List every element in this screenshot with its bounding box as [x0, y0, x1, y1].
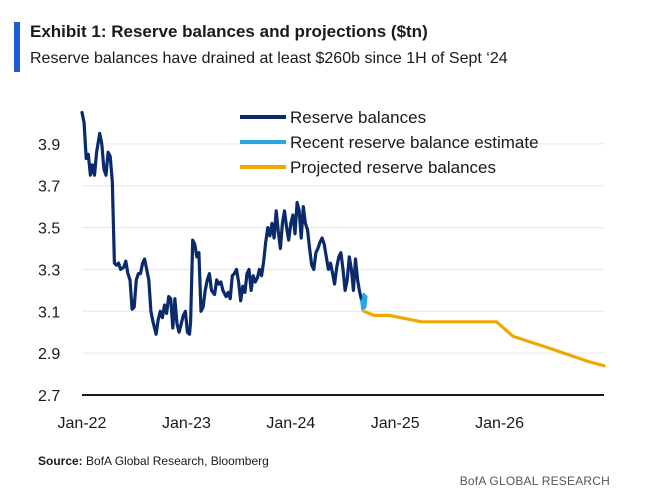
- x-tick-label: Jan-23: [162, 415, 211, 432]
- y-tick-label: 3.7: [38, 179, 60, 196]
- title-accent-bar: [14, 22, 20, 72]
- source-note: Source: BofA Global Research, Bloomberg: [38, 454, 269, 468]
- y-tick-label: 3.9: [38, 137, 60, 154]
- x-tick-label: Jan-22: [58, 415, 107, 432]
- legend: Reserve balances Recent reserve balance e…: [240, 108, 539, 177]
- series-lines: [80, 110, 606, 368]
- source-label: Source:: [38, 454, 83, 468]
- x-tick-label: Jan-26: [475, 415, 524, 432]
- x-axis-ticks: Jan-22 Jan-23 Jan-24 Jan-25 Jan-26: [58, 415, 525, 432]
- legend-label: Recent reserve balance estimate: [290, 133, 539, 152]
- source-text: BofA Global Research, Bloomberg: [82, 454, 269, 468]
- chart-title: Exhibit 1: Reserve balances and projecti…: [30, 22, 428, 41]
- x-tick-label: Jan-25: [371, 415, 420, 432]
- y-tick-label: 2.7: [38, 388, 60, 405]
- y-tick-label: 2.9: [38, 346, 60, 363]
- legend-label: Projected reserve balances: [290, 158, 496, 177]
- y-tick-label: 3.1: [38, 304, 60, 321]
- x-tick-label: Jan-24: [266, 415, 315, 432]
- series-line-projected-reserve-balances: [362, 309, 606, 368]
- y-tick-label: 3.3: [38, 262, 60, 279]
- y-axis-ticks: 2.7 2.9 3.1 3.3 3.5 3.7 3.9: [38, 137, 60, 405]
- gridlines: [82, 143, 604, 396]
- y-tick-label: 3.5: [38, 221, 60, 238]
- brand-mark: BofA GLOBAL RESEARCH: [459, 474, 610, 488]
- chart-subtitle: Reserve balances have drained at least $…: [30, 50, 508, 67]
- legend-label: Reserve balances: [290, 108, 426, 127]
- series-line-recent-reserve-balance-estimate: [360, 292, 368, 311]
- series-line-reserve-balances: [80, 110, 364, 336]
